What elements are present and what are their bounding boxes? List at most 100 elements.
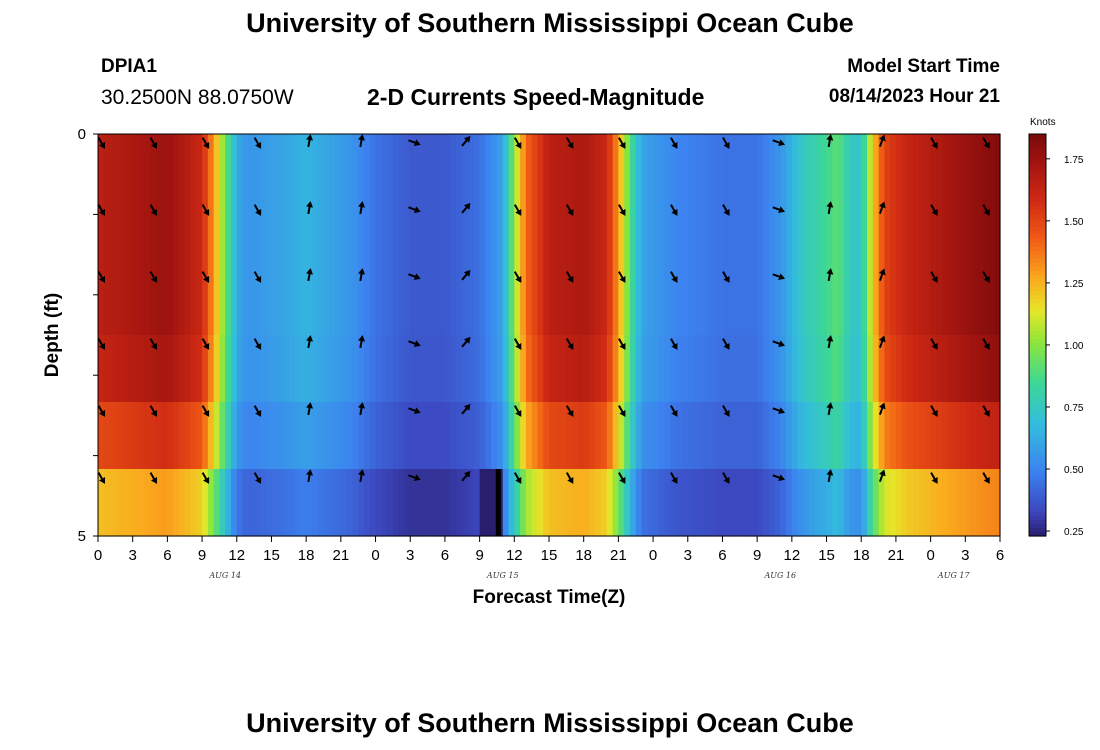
heatmap-cell	[404, 402, 411, 470]
heatmap-cell	[323, 469, 330, 537]
heatmap-cell	[878, 402, 885, 470]
vector-head	[306, 268, 313, 275]
heatmap-cell	[265, 268, 273, 336]
heatmap-cell	[890, 134, 897, 202]
heatmap-cell	[537, 134, 544, 202]
heatmap-cell	[907, 469, 914, 537]
heatmap-cell	[537, 335, 544, 403]
colorbar-segment	[1029, 310, 1046, 316]
x-tick-label: 6	[996, 547, 1004, 564]
colorbar-segment	[1029, 487, 1046, 493]
heatmap-cell	[213, 268, 221, 336]
heatmap-cell	[456, 268, 463, 336]
heatmap-cell	[681, 402, 689, 470]
colorbar-segment	[1029, 407, 1046, 412]
heatmap-cell	[427, 335, 434, 403]
heatmap-cell	[849, 201, 857, 269]
heatmap-cell	[855, 201, 862, 269]
heatmap-cell	[791, 335, 799, 403]
heatmap-cell	[699, 335, 706, 403]
heatmap-cell	[890, 469, 897, 537]
vector-head	[826, 201, 834, 208]
heatmap-cell	[473, 335, 481, 403]
heatmap-cell	[369, 402, 377, 470]
heatmap-cell	[855, 335, 862, 403]
heatmap-cell	[456, 402, 463, 470]
heatmap-cell	[913, 335, 920, 403]
heatmap-cell	[121, 402, 128, 470]
heatmap-cell	[976, 402, 984, 470]
current-vector-arrow	[306, 201, 313, 215]
colorbar-tick-label: 1.75	[1064, 155, 1084, 166]
y-tick-label: 5	[78, 528, 86, 545]
current-vector-arrow	[878, 335, 886, 349]
heatmap-cell	[300, 335, 307, 403]
heatmap-cell	[178, 134, 186, 202]
heatmap-cell	[734, 201, 741, 269]
heatmap-cell	[971, 335, 978, 403]
heatmap-cell	[363, 402, 371, 470]
colorbar-tick-label: 0.50	[1064, 465, 1084, 476]
heatmap-cell	[606, 268, 614, 336]
heatmap-cell	[549, 134, 556, 202]
heatmap-cell	[173, 469, 180, 537]
heatmap-cell	[207, 268, 215, 336]
heatmap-cell	[196, 134, 203, 202]
heatmap-cell	[213, 402, 221, 470]
heatmap-cell	[560, 268, 567, 336]
heatmap-cell	[780, 268, 787, 336]
colorbar-segment	[1029, 443, 1046, 449]
heatmap-cell	[670, 268, 677, 336]
heatmap-cell	[121, 201, 128, 269]
heatmap-cell	[230, 134, 238, 202]
heatmap-cell	[138, 268, 145, 336]
current-vector-arrow	[722, 204, 730, 216]
heatmap-cell	[132, 402, 140, 470]
heatmap-cell	[306, 469, 313, 537]
current-vector-arrow	[618, 405, 626, 417]
heatmap-cell	[352, 134, 359, 202]
heatmap-cell	[219, 201, 226, 269]
heatmap-cell	[416, 201, 423, 269]
heatmap-cell	[416, 268, 423, 336]
colorbar-segment	[1029, 190, 1046, 195]
colorbar-segment	[1029, 306, 1046, 312]
heatmap-cell	[514, 469, 521, 537]
colorbar-segment	[1029, 339, 1046, 344]
heatmap-cell	[340, 335, 348, 403]
heatmap-cell	[543, 134, 550, 202]
heatmap-cell	[317, 402, 325, 470]
heatmap-cell	[375, 201, 382, 269]
heatmap-cell	[751, 335, 758, 403]
current-vector-arrow	[878, 134, 886, 148]
heatmap-cell	[439, 268, 446, 336]
heatmap-cell	[410, 402, 417, 470]
heatmap-cell	[254, 402, 261, 470]
heatmap-cell	[757, 402, 764, 470]
heatmap-cell	[537, 469, 544, 537]
heatmap-cell	[190, 268, 197, 336]
vector-head	[463, 336, 471, 344]
current-vector-arrow	[201, 271, 210, 283]
heatmap-cell	[745, 201, 752, 269]
heatmap-cell	[710, 201, 718, 269]
heatmap-cell	[450, 134, 458, 202]
current-vector-arrow	[670, 137, 678, 149]
heatmap-cell	[693, 268, 700, 336]
heatmap-cell	[797, 469, 805, 537]
heatmap-cell	[560, 402, 567, 470]
heatmap-cell	[410, 469, 417, 537]
heatmap-cell	[838, 402, 845, 470]
heatmap-cell	[98, 335, 105, 403]
heatmap-cell	[144, 268, 151, 336]
heatmap-cell	[317, 134, 325, 202]
heatmap-cell	[265, 201, 273, 269]
heatmap-cell	[745, 335, 752, 403]
colorbar-segment	[1029, 483, 1046, 489]
heatmap-cell	[647, 335, 654, 403]
heatmap-cell	[820, 268, 828, 336]
colorbar-segment	[1029, 174, 1046, 179]
current-vector-arrow	[826, 201, 834, 215]
heatmap-cell	[901, 402, 909, 470]
heatmap-cell	[311, 268, 319, 336]
